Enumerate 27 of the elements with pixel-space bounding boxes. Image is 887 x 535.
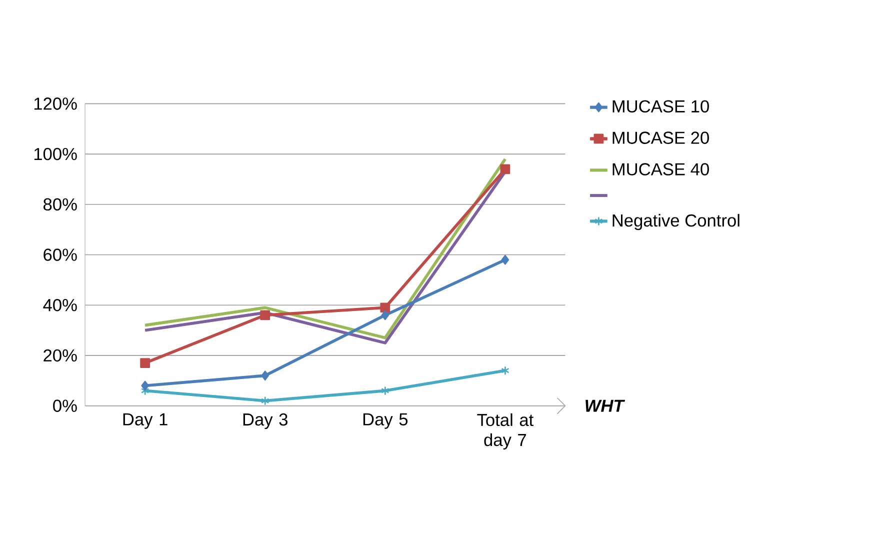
point [260, 310, 270, 320]
point [380, 302, 390, 313]
y-tick-label: 80% [44, 198, 77, 211]
point [261, 370, 269, 381]
legend-label: MUCASE 20 [612, 132, 709, 144]
y-tick-label: 20% [44, 349, 77, 362]
x-axis-title: WHT [586, 400, 626, 412]
point [260, 396, 270, 406]
y-tick-label: 100% [34, 148, 77, 160]
point [501, 254, 510, 265]
point [141, 380, 149, 391]
point [381, 386, 390, 396]
point [140, 358, 150, 368]
y-tick-label: 120% [34, 98, 77, 110]
x-tick-label: Total at day 7 [477, 413, 534, 450]
x-tick-label: Day 5 [363, 413, 408, 429]
y-tick-label: 60% [44, 248, 77, 261]
legend-label: Negative Control [612, 214, 740, 230]
point [381, 310, 390, 320]
point [501, 366, 510, 376]
point [500, 164, 510, 174]
legend-label: MUCASE 40 [612, 163, 709, 176]
x-tick-label: Day 1 [123, 413, 168, 429]
y-tick-label: 0% [53, 400, 77, 412]
x-tick-label: Day 3 [243, 413, 288, 430]
legend-label: MUCASE 10 [612, 100, 709, 113]
y-tick-label: 40% [43, 299, 77, 312]
